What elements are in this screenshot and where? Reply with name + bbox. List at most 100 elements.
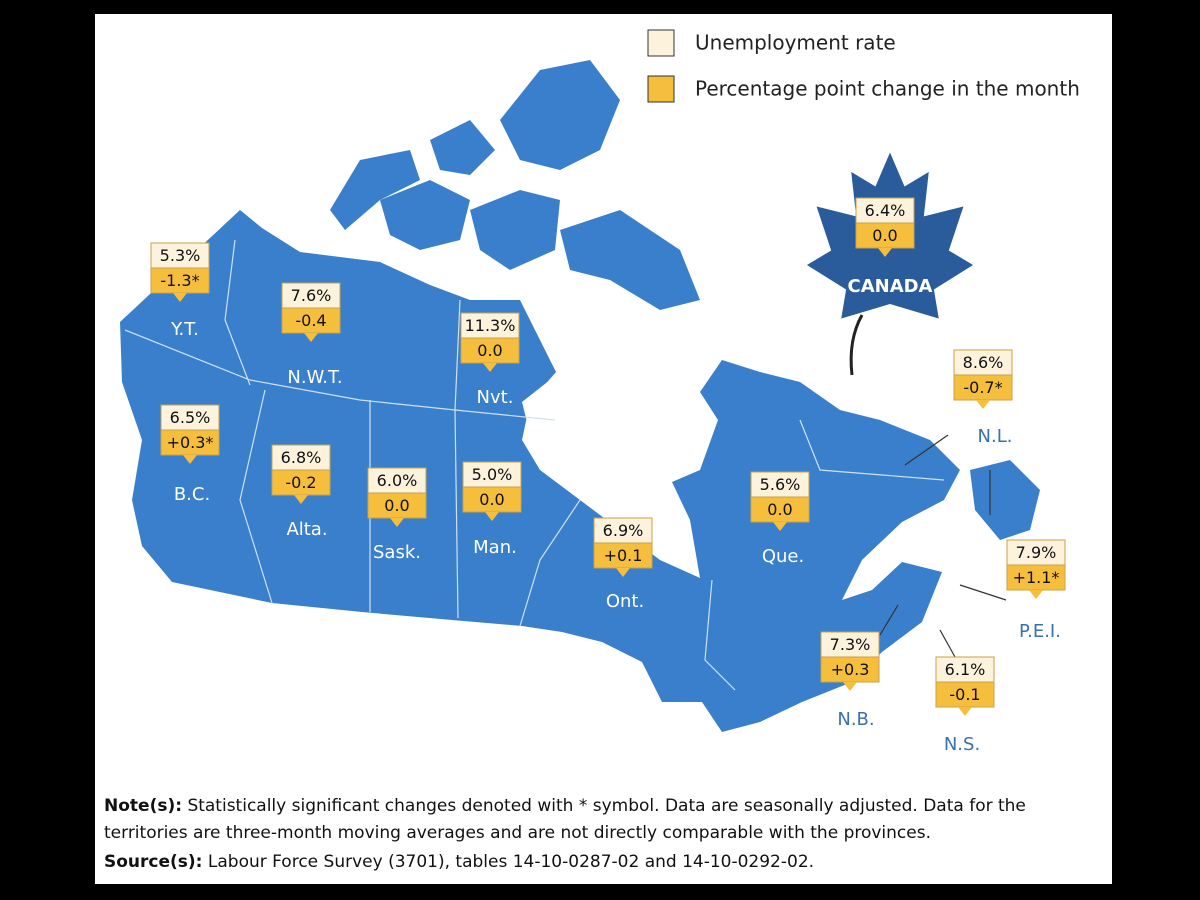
change-box	[855, 222, 915, 249]
source-label: Source(s):	[104, 852, 202, 872]
source: Source(s): Labour Force Survey (3701), t…	[104, 852, 814, 872]
change-label: 0.0	[477, 341, 502, 360]
region-name: N.S.	[944, 734, 980, 755]
region-name: N.B.	[837, 709, 874, 730]
box-pointer	[483, 363, 497, 372]
box-pointer	[878, 248, 892, 257]
borders	[124, 239, 945, 691]
change-label: 0.0	[767, 500, 792, 519]
rate-label: 6.1%	[945, 660, 986, 679]
box-pointer	[1029, 590, 1043, 599]
note-text: Statistically significant changes denote…	[187, 796, 1025, 816]
rate-label: 8.6%	[963, 353, 1004, 372]
border	[239, 389, 273, 604]
rate-label: 6.5%	[170, 408, 211, 427]
rate-label: 5.3%	[160, 246, 201, 265]
change-label: +1.1*	[1013, 568, 1060, 587]
region-name: Ont.	[606, 591, 644, 612]
box-pointer	[485, 512, 499, 521]
rate-box	[281, 282, 341, 309]
newfoundland	[970, 460, 1040, 540]
region-name: N.L.	[978, 426, 1013, 447]
rate-label: 6.0%	[377, 471, 418, 490]
land	[120, 60, 1040, 732]
border	[124, 329, 556, 421]
change-box	[953, 374, 1013, 401]
rate-box	[855, 197, 915, 224]
legend-swatch	[647, 75, 675, 103]
legend-swatch	[647, 29, 675, 57]
island	[560, 210, 700, 310]
change-box	[820, 656, 880, 683]
region-name: Y.T.	[170, 319, 199, 340]
region-name: N.W.T.	[287, 367, 342, 388]
note-text: territories are three-month moving avera…	[104, 823, 931, 843]
rate-box	[750, 471, 810, 498]
change-label: 0.0	[872, 226, 897, 245]
border	[799, 419, 945, 481]
island	[470, 190, 560, 270]
box-pointer	[183, 455, 197, 464]
change-label: +0.1	[604, 546, 643, 565]
box-pointer	[843, 682, 857, 691]
change-box	[750, 496, 810, 523]
rate-box	[462, 461, 522, 488]
change-label: 0.0	[384, 496, 409, 515]
change-label: 0.0	[479, 490, 504, 509]
border	[454, 299, 461, 411]
legend-label: Percentage point change in the month	[695, 77, 1080, 101]
box-pointer	[294, 495, 308, 504]
rate-label: 7.9%	[1016, 543, 1057, 562]
rate-label: 5.0%	[472, 465, 513, 484]
change-label: -0.1	[949, 685, 980, 704]
change-label: -0.2	[285, 473, 316, 492]
note-label: Note(s):	[104, 796, 182, 816]
box-pointer	[616, 568, 630, 577]
border	[704, 579, 736, 691]
change-box	[160, 429, 220, 456]
change-box	[1006, 564, 1066, 591]
rate-box	[953, 349, 1013, 376]
leaf-stem	[849, 314, 864, 376]
rate-label: 5.6%	[760, 475, 801, 494]
region-name: B.C.	[174, 484, 210, 505]
box-pointer	[304, 333, 318, 342]
rate-label: 6.9%	[603, 521, 644, 540]
region-name: Alta.	[286, 519, 327, 540]
leader	[879, 604, 899, 636]
rate-box	[150, 242, 210, 269]
region-name: Man.	[473, 537, 517, 558]
leader-lines	[879, 434, 1007, 658]
border	[454, 409, 459, 619]
region-name: P.E.I.	[1019, 621, 1061, 642]
rate-label: 6.8%	[281, 448, 322, 467]
island	[500, 60, 620, 170]
box-pointer	[958, 707, 972, 716]
leader	[939, 629, 956, 658]
border	[224, 239, 251, 386]
change-label: -0.4	[295, 311, 326, 330]
box-pointer	[976, 400, 990, 409]
mainland	[120, 210, 960, 732]
box-pointer	[173, 293, 187, 302]
change-label: +0.3	[831, 660, 870, 679]
box-pointer	[773, 522, 787, 531]
island	[330, 150, 420, 230]
change-label: +0.3*	[167, 433, 214, 452]
change-label: -0.7*	[963, 378, 1002, 397]
change-label: -1.3*	[160, 271, 199, 290]
legend-label: Unemployment rate	[695, 31, 896, 55]
border	[519, 499, 581, 627]
region-name: Sask.	[373, 542, 421, 563]
leader	[959, 584, 1007, 601]
change-box	[593, 542, 653, 569]
change-box	[281, 307, 341, 334]
source-text: Labour Force Survey (3701), tables 14-10…	[208, 852, 814, 872]
change-box	[367, 492, 427, 519]
leader	[904, 434, 949, 466]
rate-box	[160, 404, 220, 431]
rate-label: 7.3%	[830, 635, 871, 654]
region-name: CANADA	[847, 276, 932, 297]
